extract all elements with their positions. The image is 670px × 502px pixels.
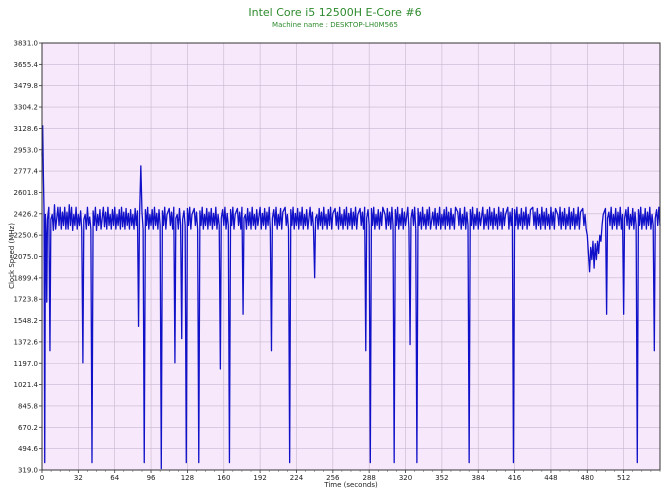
x-tick-label: 32 <box>74 474 83 482</box>
x-axis-label: Time (seconds) <box>323 481 378 489</box>
x-tick-label: 480 <box>581 474 594 482</box>
y-tick-label: 1197.0 <box>14 360 39 368</box>
chart-title: Intel Core i5 12500H E-Core #6 <box>248 6 422 19</box>
series-group <box>41 125 661 470</box>
y-tick-label: 1899.4 <box>14 274 39 282</box>
y-tick-label: 1723.8 <box>14 296 39 304</box>
y-tick-label: 319.0 <box>18 467 38 475</box>
y-tick-label: 494.6 <box>18 445 39 453</box>
grid-lines <box>41 42 660 471</box>
y-tick-label: 2075.0 <box>14 253 39 261</box>
x-tick-label: 160 <box>217 474 230 482</box>
y-axis-label: Clock Speed (MHz) <box>8 223 16 289</box>
x-tick-label: 0 <box>40 474 44 482</box>
x-tick-label: 192 <box>253 474 266 482</box>
x-tick-label: 384 <box>472 474 486 482</box>
x-tick-label: 352 <box>435 474 448 482</box>
y-tick-label: 2601.8 <box>14 189 39 197</box>
x-tick-label: 128 <box>181 474 194 482</box>
y-tick-label: 3655.4 <box>14 61 39 69</box>
y-tick-label: 3479.8 <box>14 82 39 90</box>
series-line <box>41 125 661 470</box>
x-axis: 0 32 64 96 128 160 192 224 256 288 320 352 384 416 448… <box>40 470 661 482</box>
y-tick-label: 2426.2 <box>14 210 39 218</box>
y-tick-label: 845.8 <box>18 402 38 410</box>
y-tick-label: 1548.2 <box>14 317 39 325</box>
x-tick-label: 512 <box>617 474 630 482</box>
x-tick-label: 448 <box>544 474 557 482</box>
x-tick-label: 96 <box>147 474 156 482</box>
chart-subtitle: Machine name : DESKTOP-LH0M565 <box>272 21 398 29</box>
y-tick-label: 670.2 <box>18 424 38 432</box>
y-axis: 319.0 494.6 670.2 845.8 1021.4 1197.0 1372.6 15… <box>14 40 42 475</box>
x-tick-label: 416 <box>508 474 522 482</box>
y-tick-label: 3304.2 <box>14 104 39 112</box>
x-tick-label: 64 <box>110 474 119 482</box>
y-tick-label: 3831.0 <box>14 40 39 48</box>
y-tick-label: 2250.6 <box>14 232 39 240</box>
x-tick-label: 224 <box>290 474 304 482</box>
y-tick-label: 1372.6 <box>14 338 39 346</box>
y-tick-label: 2777.4 <box>14 168 39 176</box>
y-tick-label: 1021.4 <box>14 381 39 389</box>
y-tick-label: 3128.6 <box>14 125 39 133</box>
x-tick-label: 256 <box>326 474 340 482</box>
y-tick-label: 2953.0 <box>14 146 39 154</box>
x-tick-label: 320 <box>399 474 412 482</box>
x-tick-label: 288 <box>362 474 375 482</box>
